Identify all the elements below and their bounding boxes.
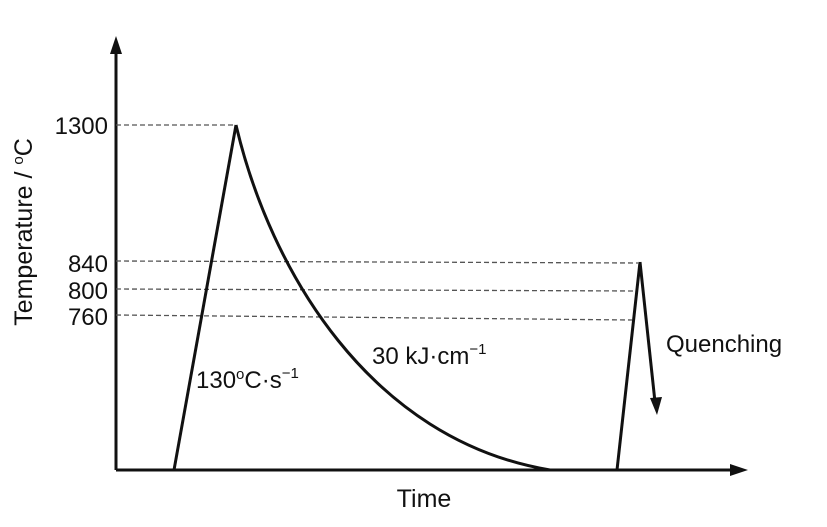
level-line-760 (115, 314, 633, 321)
quench-arrow-icon (650, 397, 662, 415)
heating-segment (172, 124, 238, 471)
cooling-curve (234, 124, 551, 472)
heating-rate-label: 130oC·s−1 (196, 365, 299, 394)
quench-line (638, 261, 657, 403)
x-axis-title: Time (397, 485, 452, 513)
heat-input-label: 30 kJ·cm−1 (372, 341, 486, 370)
level-line-840 (115, 260, 639, 264)
tick-label-1300: 1300 (55, 113, 108, 140)
tick-label-800: 800 (68, 278, 108, 305)
y-axis-arrow-icon (110, 36, 122, 54)
tick-label-840: 840 (68, 251, 108, 278)
x-axis-arrow-icon (730, 464, 748, 476)
quenching-label: Quenching (666, 331, 782, 358)
tick-label-760: 760 (68, 304, 108, 331)
level-line-800 (115, 288, 637, 292)
second-heating-segment (615, 261, 642, 471)
y-axis-title: Temperature / oC (10, 138, 38, 326)
